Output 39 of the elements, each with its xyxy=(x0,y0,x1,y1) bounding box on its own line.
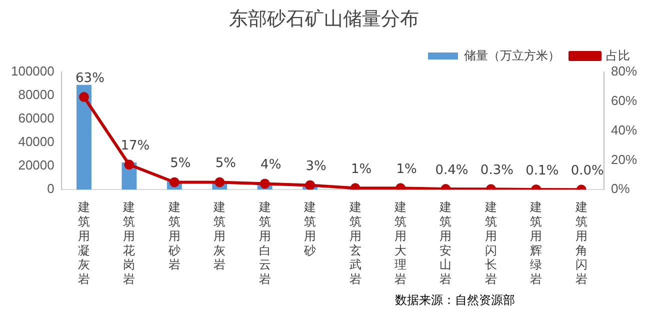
legend-label: 储量（万立方米） xyxy=(464,48,560,62)
data-label: 5% xyxy=(170,156,191,172)
y2-tick-label: 0% xyxy=(610,181,630,196)
y2-tick-label: 60% xyxy=(610,92,638,108)
data-label: 0.0% xyxy=(570,163,604,178)
x-tick-label: 建筑用凝灰岩 xyxy=(76,200,90,286)
data-label: 63% xyxy=(76,70,104,86)
y2-tick-label: 20% xyxy=(610,152,638,167)
data-label: 0.1% xyxy=(526,163,559,178)
y2-tick-label: 40% xyxy=(610,122,638,138)
x-tick-label: 建筑用白云岩 xyxy=(258,200,271,286)
x-tick-label: 建筑用闪长岩 xyxy=(484,200,497,286)
y-tick-label: 60000 xyxy=(18,110,54,126)
data-label: 1% xyxy=(350,162,372,178)
x-tick-label: 建筑用安山岩 xyxy=(438,200,452,286)
x-tick-label: 建筑用玄武岩 xyxy=(348,200,362,286)
x-tick-label: 建筑用辉绿岩 xyxy=(529,200,542,286)
y-tick-label: 40000 xyxy=(18,134,54,150)
y-tick-label: 20000 xyxy=(18,158,54,173)
data-label: 1% xyxy=(396,162,417,178)
data-label: 3% xyxy=(306,159,326,174)
y-tick-label: 0 xyxy=(47,181,54,196)
data-label: 0.4% xyxy=(435,162,468,178)
x-tick-label: 建筑用角闪岩 xyxy=(574,200,588,286)
x-tick-label: 建筑用灰岩 xyxy=(212,200,226,272)
x-tick-label: 建筑用砂 xyxy=(303,200,316,258)
source-note: 数据来源：自然资源部 xyxy=(395,292,515,309)
data-label: 17% xyxy=(120,138,150,154)
y-tick-label: 100000 xyxy=(10,64,54,79)
data-label: 0.3% xyxy=(480,163,514,178)
data-label: 4% xyxy=(260,158,282,173)
legend-label: 占比 xyxy=(606,48,630,62)
x-tick-label: 建筑用花岗岩 xyxy=(122,200,136,286)
y2-tick-label: 80% xyxy=(610,64,638,79)
y-tick-label: 80000 xyxy=(18,87,54,102)
x-tick-label: 建筑用砂岩 xyxy=(167,200,180,272)
chart-title: 东部砂石矿山储量分布 xyxy=(228,7,420,32)
x-tick-label: 建筑用大理岩 xyxy=(394,200,407,286)
data-label: 5% xyxy=(215,156,236,172)
